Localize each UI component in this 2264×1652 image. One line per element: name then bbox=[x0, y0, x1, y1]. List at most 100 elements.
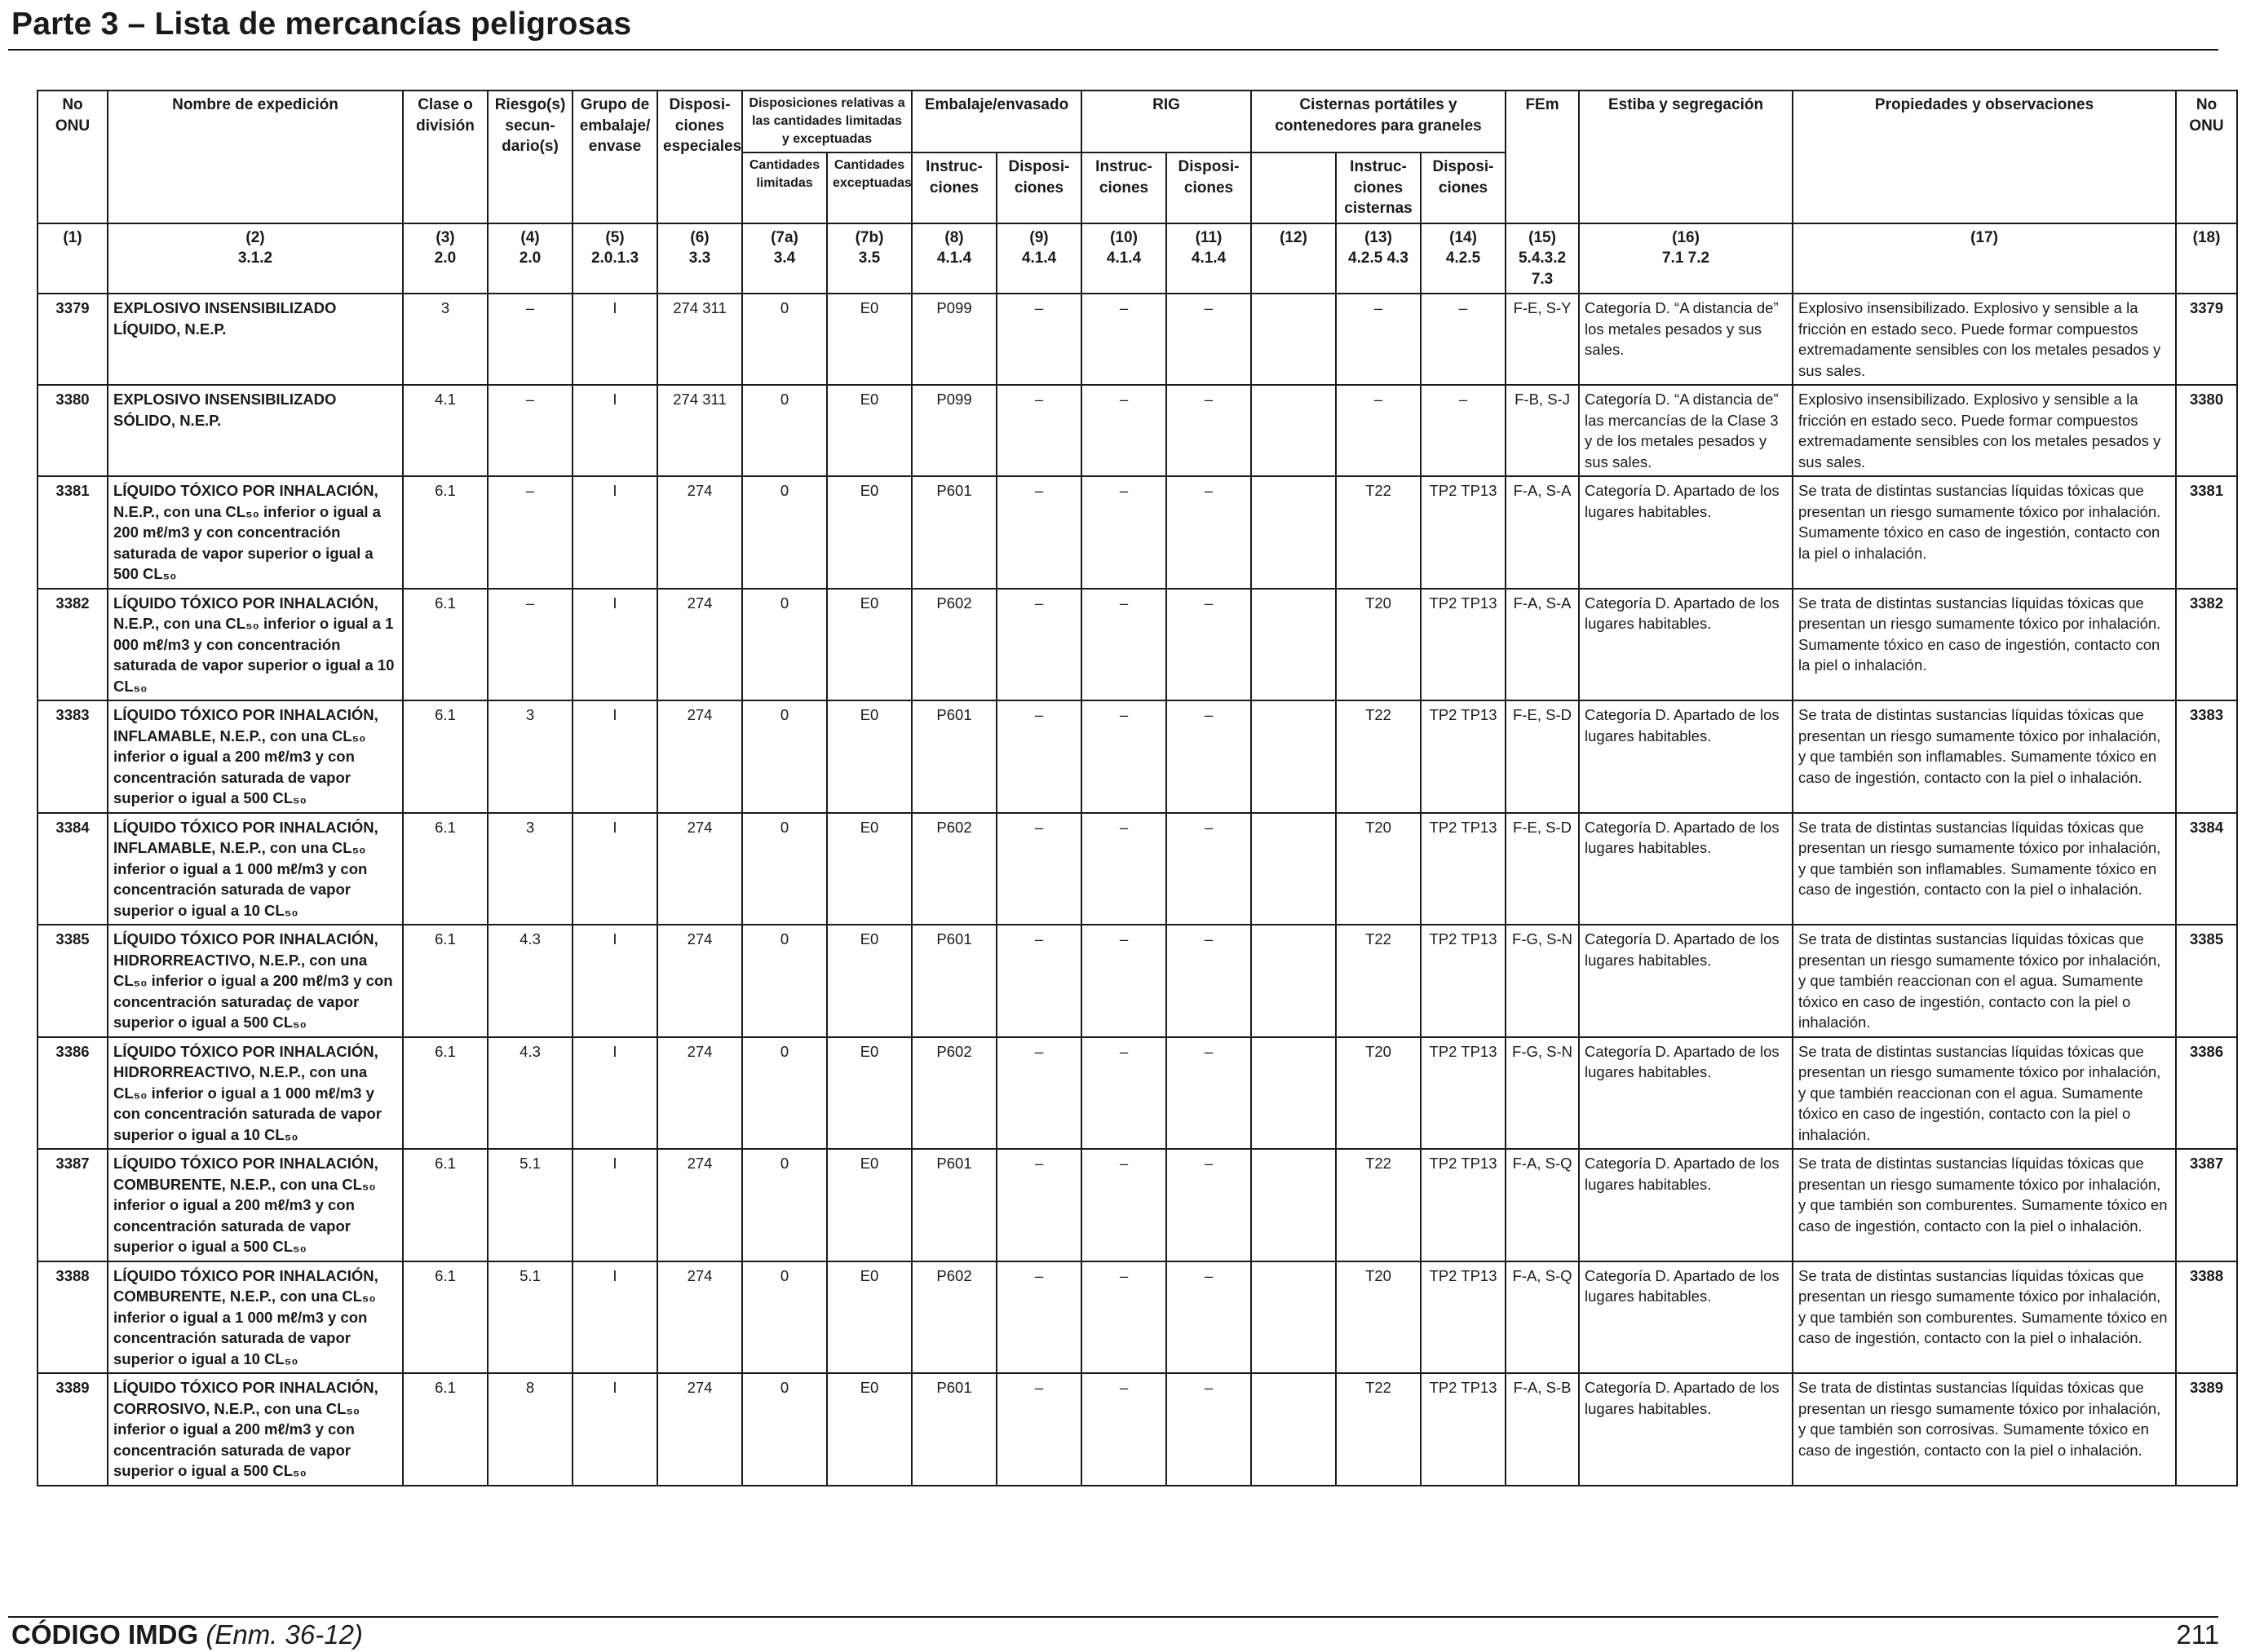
column-number-reference: 2.0 bbox=[519, 250, 542, 267]
column-number-label: (3) bbox=[436, 228, 455, 246]
cell-excepted-quantity: E0 bbox=[825, 1260, 913, 1374]
cell-excepted-quantity: E0 bbox=[825, 1148, 913, 1262]
cell-subsidiary-risk: – bbox=[487, 293, 573, 386]
cell-un: 3382 bbox=[37, 587, 108, 701]
cell-excepted-quantity: E0 bbox=[825, 293, 913, 386]
col-header-excepted: Cantidades exceptuadas bbox=[825, 152, 913, 224]
cell-packing-provision: – bbox=[996, 1372, 1083, 1486]
cell-tank-instruction: T22 bbox=[1335, 924, 1422, 1038]
cell-packing-instruction: P601 bbox=[911, 1372, 998, 1486]
column-number-label: (12) bbox=[1280, 228, 1307, 246]
cell-properties: Se trata de distintas sustancias líquida… bbox=[1792, 1260, 2178, 1374]
cell-tank-instruction: T20 bbox=[1335, 1036, 1422, 1150]
cell-un-right: 3382 bbox=[2175, 587, 2239, 701]
cell-shipping-name: LÍQUIDO TÓXICO POR INHALACIÓN, INFLAMABL… bbox=[107, 811, 404, 925]
cell-shipping-name: LÍQUIDO TÓXICO POR INHALACIÓN, COMBURENT… bbox=[107, 1148, 404, 1262]
footer-code: CÓDIGO IMDG (Enm. 36-12) bbox=[11, 1619, 363, 1650]
cell-ibc-provision: – bbox=[1165, 924, 1253, 1038]
cell-tank-instruction: – bbox=[1335, 384, 1422, 477]
cell-shipping-name: LÍQUIDO TÓXICO POR INHALACIÓN, HIDRORREA… bbox=[107, 924, 404, 1038]
column-number-13: (12) bbox=[1250, 222, 1338, 294]
column-number-reference: 7.1 7.2 bbox=[1661, 250, 1710, 267]
cell-packing-group: I bbox=[572, 384, 658, 477]
cell-subsidiary-risk: 5.1 bbox=[487, 1260, 573, 1374]
col-header-packing-group: Grupo de embalaje/ envase bbox=[572, 90, 658, 224]
cell-properties: Se trata de distintas sustancias líquida… bbox=[1792, 475, 2178, 590]
cell-packing-provision: – bbox=[996, 587, 1083, 701]
column-number-label: (7b) bbox=[855, 228, 884, 246]
cell-ibc-instruction: – bbox=[1081, 1036, 1168, 1150]
column-number-15: (14) 4.2.5 bbox=[1420, 222, 1507, 294]
cell-ibc-provision: – bbox=[1165, 811, 1253, 925]
column-number-label: (1) bbox=[63, 228, 82, 246]
column-number-18: (17) bbox=[1792, 222, 2178, 294]
cell-ems: F-A, S-B bbox=[1505, 1372, 1581, 1486]
column-number-reference: 3.3 bbox=[688, 250, 711, 267]
cell-subsidiary-risk: 8 bbox=[487, 1372, 573, 1486]
column-number-label: (17) bbox=[1970, 228, 1998, 246]
cell-un: 3381 bbox=[37, 475, 108, 590]
cell-subsidiary-risk: 4.3 bbox=[487, 1036, 573, 1150]
cell-tank-provision: TP2 TP13 bbox=[1420, 1036, 1507, 1150]
cell-packing-group: I bbox=[572, 924, 658, 1038]
column-number-11: (10) 4.1.4 bbox=[1081, 222, 1168, 294]
cell-excepted-quantity: E0 bbox=[825, 384, 913, 477]
cell-limited-quantity: 0 bbox=[741, 475, 828, 590]
cell-ibc-instruction: – bbox=[1081, 587, 1168, 701]
cell-ibc-instruction: – bbox=[1081, 293, 1168, 386]
page-title: Parte 3 – Lista de mercancías peligrosas bbox=[11, 7, 632, 42]
col-header-packaging: Embalaje/envasado bbox=[911, 90, 1083, 153]
column-number-reference: 4.2.5 bbox=[1445, 250, 1481, 267]
col-header-special: Disposi- ciones especiales bbox=[657, 90, 743, 224]
cell-ibc-instruction: – bbox=[1081, 475, 1168, 590]
cell-ibc-provision: – bbox=[1165, 1036, 1253, 1150]
cell-limited-quantity: 0 bbox=[741, 1036, 828, 1150]
cell-ibc-provision: – bbox=[1165, 384, 1253, 477]
cell-ems: F-A, S-Q bbox=[1505, 1148, 1581, 1262]
cell-col-12 bbox=[1250, 924, 1338, 1038]
cell-limited-quantity: 0 bbox=[741, 384, 828, 477]
col-header-un-right: No ONU bbox=[2175, 90, 2239, 224]
col-header-ems: FEm bbox=[1505, 90, 1581, 224]
cell-properties: Se trata de distintas sustancias líquida… bbox=[1792, 700, 2178, 814]
cell-tank-provision: TP2 TP13 bbox=[1420, 811, 1507, 925]
footer-code-name: CÓDIGO IMDG bbox=[11, 1619, 199, 1650]
cell-ems: F-G, S-N bbox=[1505, 924, 1581, 1038]
cell-ibc-instruction: – bbox=[1081, 1260, 1168, 1374]
cell-class: 3 bbox=[402, 293, 489, 386]
cell-special-provisions: 274 bbox=[657, 924, 743, 1038]
cell-packing-instruction: P602 bbox=[911, 1036, 998, 1150]
cell-properties: Explosivo insensibilizado. Explosivo y s… bbox=[1792, 384, 2178, 477]
column-number-16: (15) 5.4.3.2 7.3 bbox=[1505, 222, 1581, 294]
cell-un: 3384 bbox=[37, 811, 108, 925]
cell-excepted-quantity: E0 bbox=[825, 700, 913, 814]
cell-packing-group: I bbox=[572, 811, 658, 925]
cell-packing-group: I bbox=[572, 1036, 658, 1150]
column-number-reference: 4.1.4 bbox=[1106, 250, 1142, 267]
column-number-label: (8) bbox=[944, 228, 964, 246]
cell-stowage: Categoría D. “A distancia de” las mercan… bbox=[1578, 384, 1794, 477]
cell-properties: Explosivo insensibilizado. Explosivo y s… bbox=[1792, 293, 2178, 386]
footer-amendment: (Enm. 36-12) bbox=[206, 1619, 363, 1650]
cell-properties: Se trata de distintas sustancias líquida… bbox=[1792, 587, 2178, 701]
cell-packing-instruction: P602 bbox=[911, 587, 998, 701]
cell-packing-instruction: P601 bbox=[911, 924, 998, 1038]
cell-col-12 bbox=[1250, 1372, 1338, 1486]
cell-ibc-instruction: – bbox=[1081, 924, 1168, 1038]
cell-class: 6.1 bbox=[402, 1372, 489, 1486]
cell-stowage: Categoría D. Apartado de los lugares hab… bbox=[1578, 1036, 1794, 1150]
cell-packing-instruction: P099 bbox=[911, 293, 998, 386]
column-number-label: (13) bbox=[1364, 228, 1392, 246]
cell-packing-group: I bbox=[572, 1148, 658, 1262]
cell-un-right: 3381 bbox=[2175, 475, 2239, 590]
cell-tank-provision: TP2 TP13 bbox=[1420, 1260, 1507, 1374]
cell-ems: F-A, S-A bbox=[1505, 587, 1581, 701]
cell-class: 6.1 bbox=[402, 924, 489, 1038]
col-header-subsidiary: Riesgo(s) secun- dario(s) bbox=[487, 90, 573, 224]
cell-ems: F-B, S-J bbox=[1505, 384, 1581, 477]
cell-un: 3389 bbox=[37, 1372, 108, 1486]
cell-class: 6.1 bbox=[402, 811, 489, 925]
column-number-reference: 2.0.1.3 bbox=[590, 250, 639, 267]
column-number-label: (9) bbox=[1029, 228, 1049, 246]
cell-special-provisions: 274 bbox=[657, 1036, 743, 1150]
